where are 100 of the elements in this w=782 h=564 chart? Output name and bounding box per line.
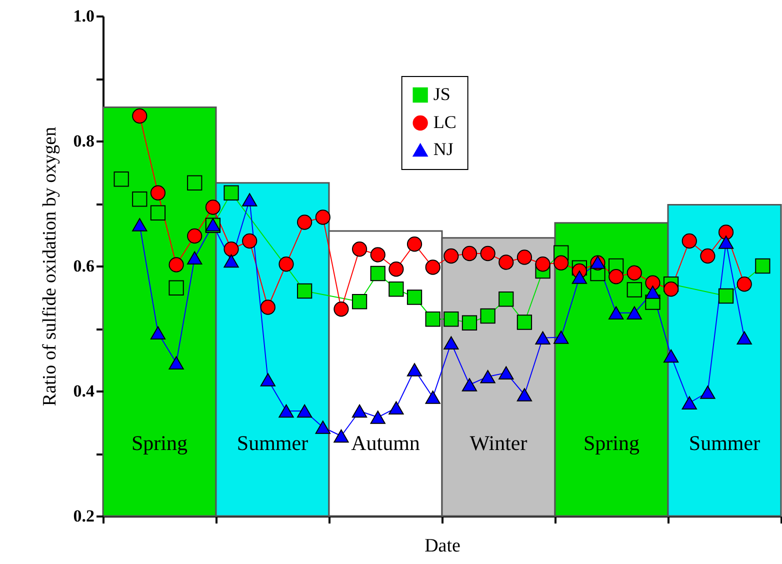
point (572, 270, 588, 284)
point (626, 265, 642, 280)
point (187, 175, 202, 190)
point (700, 386, 716, 399)
point (682, 233, 697, 249)
point (187, 251, 202, 264)
point (296, 404, 312, 418)
point (315, 420, 330, 434)
point (535, 331, 550, 344)
point (224, 254, 239, 268)
point (645, 275, 660, 290)
point (278, 256, 294, 272)
point (352, 404, 368, 418)
point (388, 282, 404, 297)
point (132, 108, 148, 124)
point (718, 224, 734, 240)
point (406, 363, 422, 376)
legend-label: NJ (433, 139, 454, 159)
point (168, 280, 184, 296)
point (498, 254, 514, 270)
point (736, 331, 752, 344)
y-tick-label: 0.4 (73, 382, 95, 400)
point (425, 312, 440, 327)
point (296, 214, 312, 230)
point (462, 315, 478, 330)
point (242, 233, 258, 249)
x-tick-label: Summer (688, 431, 760, 455)
point (718, 236, 734, 249)
point (224, 185, 239, 200)
point (516, 250, 532, 265)
point (682, 396, 697, 410)
point (663, 349, 679, 363)
point (444, 248, 459, 264)
point (700, 248, 716, 264)
point (388, 401, 404, 414)
point (406, 290, 422, 305)
y-axis-title: Ratio of sulfide oxidation by oxygen (39, 126, 60, 406)
point (736, 276, 752, 292)
x-tick-label: Spring (583, 431, 640, 455)
point (480, 246, 496, 262)
point (608, 269, 624, 284)
point (114, 172, 129, 187)
x-tick-label: Summer (236, 431, 308, 455)
point (370, 247, 386, 262)
point (626, 306, 642, 320)
point (150, 205, 166, 220)
point (498, 366, 514, 380)
point (462, 246, 478, 262)
point (187, 228, 202, 244)
point (444, 312, 459, 327)
point (462, 378, 478, 392)
point (370, 410, 386, 424)
point (554, 255, 569, 270)
point (516, 388, 532, 402)
x-tick-label: Spring (131, 431, 188, 455)
point (718, 288, 734, 304)
point (645, 286, 660, 299)
point (334, 302, 349, 317)
point (406, 236, 422, 252)
legend-label: LC (433, 112, 456, 132)
x-tick-label: Autumn (351, 431, 420, 455)
point (132, 192, 148, 207)
y-tick-label: 0.6 (73, 256, 94, 276)
point (205, 200, 221, 215)
point (242, 193, 258, 206)
point (132, 218, 148, 232)
y-tick-label: 0.2 (73, 506, 94, 526)
point (425, 390, 440, 404)
point (150, 326, 166, 340)
point (296, 283, 312, 299)
point (352, 294, 368, 310)
point (755, 258, 770, 274)
point (224, 242, 239, 257)
point (608, 306, 624, 320)
point (315, 210, 330, 225)
point (352, 242, 368, 257)
point (278, 404, 294, 418)
point (444, 336, 459, 350)
point (516, 314, 532, 330)
point (480, 370, 496, 384)
point (425, 260, 440, 275)
x-tick-label: Winter (470, 431, 528, 455)
point (260, 373, 276, 386)
point (370, 266, 386, 282)
y-tick-label: 0.8 (73, 132, 94, 150)
point (260, 300, 276, 315)
point (480, 308, 496, 324)
point (535, 256, 550, 272)
legend-label: JS (433, 84, 450, 104)
point (168, 356, 184, 370)
point (663, 282, 679, 297)
y-tick-label: 1.0 (73, 6, 94, 26)
point (388, 262, 404, 277)
point (498, 292, 514, 307)
point (626, 282, 642, 298)
point (168, 257, 184, 272)
point (554, 330, 569, 344)
x-axis-title: Date (424, 536, 460, 556)
point (150, 185, 166, 200)
point (334, 429, 349, 443)
